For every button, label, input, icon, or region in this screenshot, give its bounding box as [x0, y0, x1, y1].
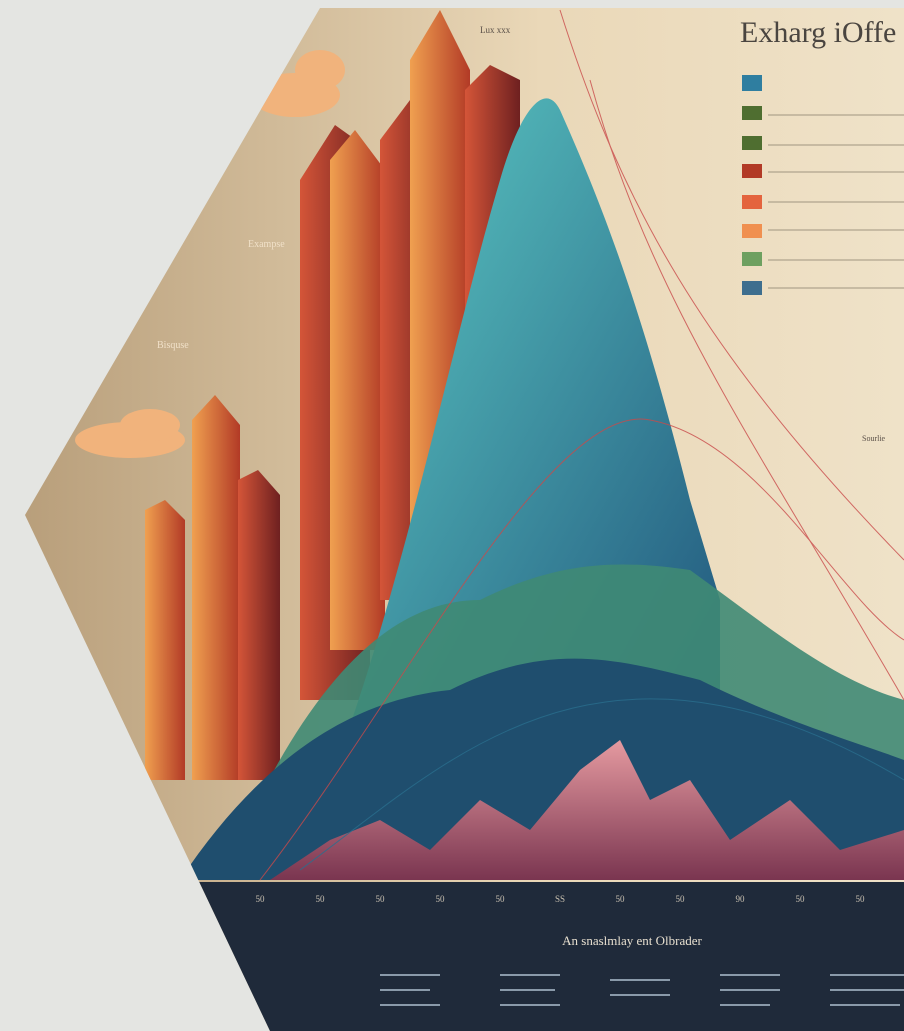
- hex-image: Exharg iOffe Exampse Bisquse Lux xxx Sou…: [0, 0, 904, 1031]
- caption: An snaslmlay ent Olbrader: [562, 933, 702, 948]
- axis-label: 50: [376, 894, 386, 904]
- axis-label: 50: [796, 894, 806, 904]
- axis-label: 50: [856, 894, 866, 904]
- label: Bisquse: [157, 340, 189, 351]
- axis-label: SS: [555, 894, 565, 904]
- footer-band: [0, 882, 904, 1031]
- axis-label: 50: [436, 894, 446, 904]
- axis-label: 50: [256, 894, 266, 904]
- title: Exharg iOffe: [740, 16, 896, 49]
- illustration: Exharg iOffe Exampse Bisquse Lux xxx Sou…: [0, 0, 904, 1031]
- axis-label: 50: [616, 894, 626, 904]
- axis-label: 50: [676, 894, 686, 904]
- label: Lux xxx: [480, 25, 511, 35]
- label: Sourlie: [862, 434, 886, 443]
- label: Exampse: [248, 239, 285, 250]
- page: Exharg iOffe Exampse Bisquse Lux xxx Sou…: [0, 0, 904, 1031]
- axis-label: 90: [736, 894, 746, 904]
- axis-label: 50: [316, 894, 326, 904]
- axis-label: 50: [496, 894, 506, 904]
